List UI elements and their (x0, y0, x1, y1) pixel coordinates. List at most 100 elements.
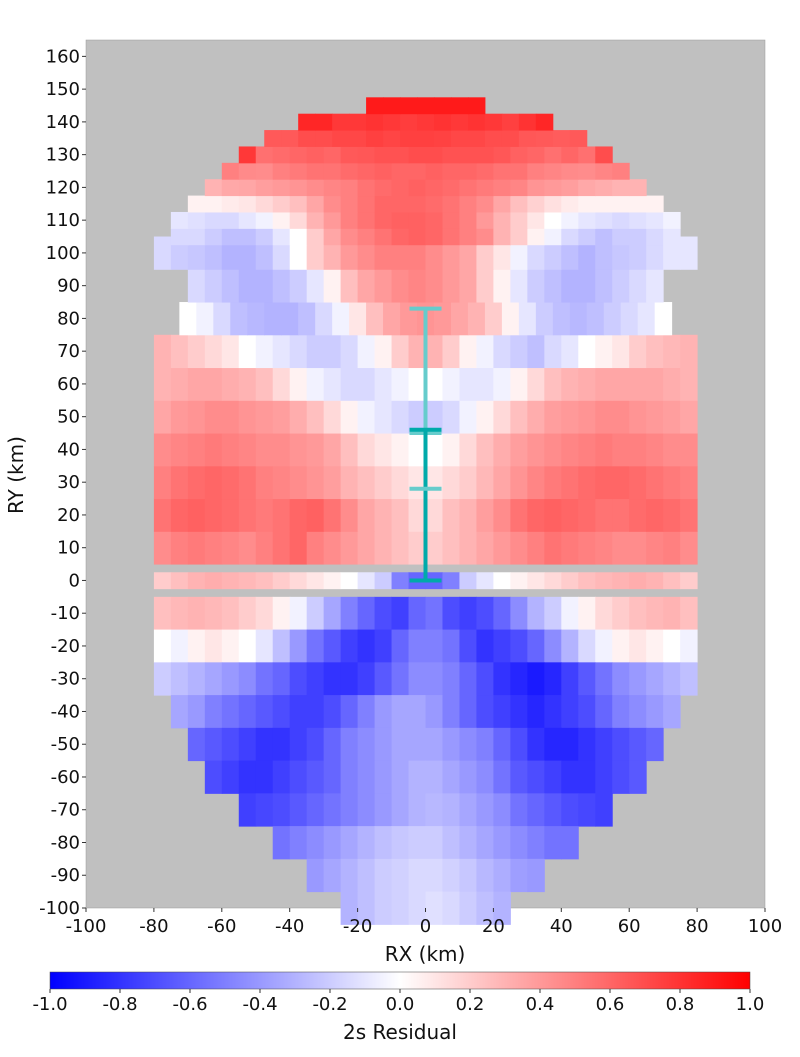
heatmap-cell (272, 400, 291, 434)
heatmap-cell (544, 629, 562, 663)
y-tick-label: 130 (46, 145, 80, 166)
heatmap-cell (340, 269, 359, 303)
heatmap-cell (289, 629, 308, 663)
heatmap-cell (442, 793, 460, 827)
heatmap-cell (595, 572, 613, 590)
heatmap-cell (391, 891, 410, 925)
heatmap-cell (510, 858, 528, 893)
heatmap-cell (510, 760, 528, 794)
colorbar-tick-label: 0.0 (386, 994, 415, 1015)
heatmap-cell (459, 162, 477, 180)
heatmap-cell (518, 302, 537, 336)
heatmap-cell (527, 662, 545, 696)
heatmap-cell (221, 334, 240, 369)
heatmap-cell (255, 629, 274, 663)
heatmap-cell (425, 596, 443, 631)
heatmap-cell (561, 179, 579, 197)
heatmap-cell (340, 826, 359, 860)
heatmap-cell (561, 211, 579, 229)
heatmap-cell (340, 858, 359, 893)
heatmap-cell (204, 334, 223, 369)
colorbar-label: 2s Residual (343, 1020, 457, 1044)
heatmap-cell (527, 334, 545, 369)
heatmap-cell (306, 400, 325, 434)
heatmap-cell (510, 195, 528, 213)
heatmap-cell (459, 195, 477, 213)
heatmap-cell (187, 727, 206, 762)
heatmap-cell (680, 400, 698, 434)
heatmap-cell (357, 162, 376, 180)
heatmap-cell (425, 367, 443, 401)
heatmap-cell (400, 97, 418, 115)
heatmap-cell (255, 662, 274, 696)
heatmap-cell (204, 179, 223, 197)
heatmap-cell (578, 727, 596, 762)
heatmap-cell (595, 498, 613, 532)
heatmap-cell (221, 195, 240, 213)
heatmap-cell (323, 793, 342, 827)
heatmap-cell (357, 269, 376, 303)
heatmap-cell (204, 400, 223, 434)
heatmap-cell (544, 465, 562, 500)
heatmap-cell (578, 162, 596, 180)
heatmap-cell (204, 596, 223, 631)
heatmap-cell (408, 162, 426, 180)
heatmap-cell (544, 162, 562, 180)
heatmap-cell (493, 662, 511, 696)
heatmap-cell (510, 826, 528, 860)
heatmap-cell (646, 228, 664, 246)
heatmap-cell (654, 302, 673, 336)
heatmap-cell (663, 211, 681, 229)
heatmap-cell (179, 302, 197, 336)
heatmap-cell (578, 179, 596, 197)
heatmap-cell (153, 596, 172, 631)
heatmap-cell (323, 211, 342, 229)
heatmap-cell (663, 629, 681, 663)
heatmap-cell (595, 334, 613, 369)
heatmap-cell (238, 146, 257, 164)
heatmap-cell (391, 662, 410, 696)
heatmap-cell (340, 695, 359, 729)
heatmap-cell (442, 146, 460, 164)
heatmap-cell (204, 760, 223, 794)
heatmap-cell (680, 572, 698, 590)
heatmap-cell (272, 572, 291, 590)
heatmap-cell (323, 195, 342, 213)
heatmap-cell (289, 211, 308, 229)
heatmap-cell (230, 302, 248, 336)
heatmap-cell (391, 596, 410, 631)
heatmap-cell (306, 162, 325, 180)
heatmap-cell (442, 695, 460, 729)
heatmap-cell (493, 760, 511, 794)
heatmap-cell (629, 572, 647, 590)
heatmap-cell (459, 465, 477, 500)
heatmap-cell (425, 433, 443, 467)
heatmap-cell (527, 572, 545, 590)
heatmap-cell (663, 572, 681, 590)
heatmap-cell (374, 531, 393, 565)
heatmap-cell (476, 465, 494, 500)
heatmap-cell (595, 596, 613, 631)
heatmap-cell (510, 662, 528, 696)
heatmap-cell (680, 433, 698, 467)
heatmap-cell (170, 531, 189, 565)
heatmap-cell (569, 302, 588, 336)
heatmap-cell (595, 760, 613, 794)
heatmap-cell (629, 195, 647, 213)
heatmap-cell (255, 367, 274, 401)
heatmap-cell (459, 858, 477, 893)
heatmap-cell (306, 662, 325, 696)
heatmap-cell (501, 113, 520, 131)
heatmap-cell (238, 498, 257, 532)
error-bars (409, 306, 442, 583)
x-tick-label: 40 (550, 916, 573, 937)
y-tick-label: -20 (51, 636, 80, 657)
heatmap-cell (170, 695, 189, 729)
heatmap-cell (323, 531, 342, 565)
heatmap-cell (391, 760, 410, 794)
heatmap-cell (323, 695, 342, 729)
heatmap-cell (612, 269, 630, 303)
heatmap-cell (527, 211, 545, 229)
heatmap-cell (289, 179, 308, 197)
heatmap-cell (646, 695, 664, 729)
